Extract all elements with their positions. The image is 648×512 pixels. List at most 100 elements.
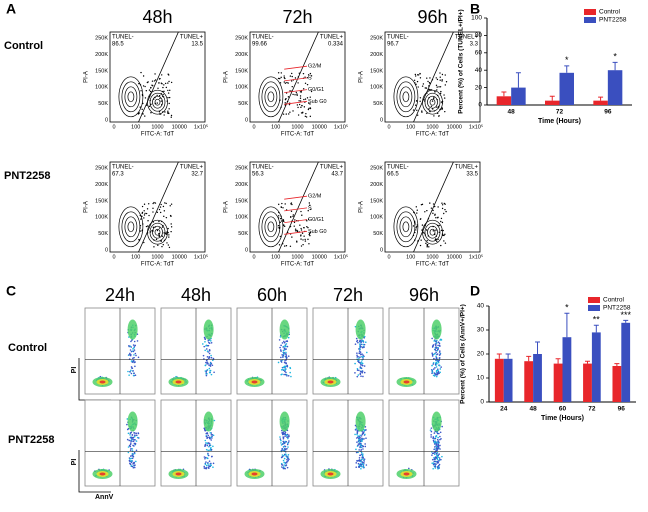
event xyxy=(360,468,362,470)
time-header: 24h xyxy=(105,285,135,305)
event xyxy=(131,367,133,369)
event xyxy=(286,245,287,246)
event xyxy=(153,239,154,240)
event xyxy=(288,337,290,339)
event xyxy=(443,230,444,231)
event xyxy=(207,361,209,363)
event xyxy=(280,218,281,219)
event xyxy=(127,439,129,441)
y-tick-label: 50K xyxy=(238,101,248,107)
event xyxy=(356,460,358,462)
event xyxy=(134,467,136,469)
event xyxy=(360,461,362,463)
event xyxy=(358,370,360,372)
y-tick-label: 250K xyxy=(235,35,248,41)
event xyxy=(421,111,422,112)
event xyxy=(290,217,291,218)
event xyxy=(206,468,208,470)
legend-label: PNT2258 xyxy=(599,17,627,24)
x-tick-label: 1000 xyxy=(291,254,303,260)
event xyxy=(435,341,437,343)
event xyxy=(440,366,442,368)
event xyxy=(284,360,286,362)
quadrant-value: 96.7 xyxy=(387,42,399,48)
event xyxy=(163,244,164,245)
event xyxy=(416,226,417,227)
event xyxy=(162,94,163,95)
event xyxy=(282,207,283,208)
event xyxy=(157,245,158,246)
bar xyxy=(621,323,630,402)
y-tick-label: 250K xyxy=(235,165,248,171)
event xyxy=(128,446,130,448)
event xyxy=(286,113,287,114)
event xyxy=(143,75,144,76)
event xyxy=(358,439,360,441)
event xyxy=(207,450,209,452)
event xyxy=(300,238,301,239)
event xyxy=(129,353,131,355)
event xyxy=(283,224,284,225)
event xyxy=(413,109,414,110)
y-tick-label: 100K xyxy=(95,85,108,91)
event xyxy=(362,356,364,358)
event xyxy=(436,342,438,344)
significance: ** xyxy=(593,315,601,325)
error-bar xyxy=(564,313,569,337)
event xyxy=(366,352,368,354)
event xyxy=(159,111,160,112)
x-tick-label: 24 xyxy=(500,406,508,413)
event xyxy=(156,239,157,240)
event xyxy=(150,231,151,232)
event xyxy=(434,442,436,444)
event xyxy=(360,375,362,377)
event xyxy=(130,465,132,467)
y-tick-label: 150K xyxy=(235,198,248,204)
event xyxy=(130,349,132,351)
significance: * xyxy=(565,55,569,65)
event xyxy=(436,450,438,452)
event xyxy=(132,458,134,460)
event xyxy=(144,115,145,116)
event xyxy=(207,340,209,342)
event xyxy=(287,341,289,343)
event xyxy=(414,82,415,83)
event xyxy=(356,434,358,436)
event xyxy=(288,440,290,442)
event xyxy=(205,370,207,372)
event xyxy=(359,340,361,342)
event xyxy=(435,352,437,354)
event xyxy=(363,431,365,433)
event xyxy=(161,100,162,101)
event xyxy=(437,345,439,347)
event xyxy=(436,371,438,373)
y-axis-label: PI-A xyxy=(84,201,90,213)
event xyxy=(434,367,436,369)
event xyxy=(427,81,428,82)
x-tick-label: 10000 xyxy=(172,124,187,130)
y-axis-label: Percent (%) of Cells (AnnV+/PI+) xyxy=(460,304,467,404)
event xyxy=(146,213,147,214)
event xyxy=(296,230,297,231)
event xyxy=(167,111,168,112)
event xyxy=(440,91,441,92)
event xyxy=(207,356,209,358)
quadrant-value: 67.3 xyxy=(112,172,124,178)
event xyxy=(363,464,365,466)
event xyxy=(434,234,435,235)
event xyxy=(436,358,438,360)
event xyxy=(133,357,135,359)
legend-label: Control xyxy=(599,9,621,16)
legend-swatch xyxy=(588,305,600,311)
event xyxy=(138,239,139,240)
event xyxy=(168,103,169,104)
event xyxy=(433,97,434,98)
event xyxy=(301,91,302,92)
event xyxy=(439,357,441,359)
event xyxy=(441,80,442,81)
event xyxy=(209,370,211,372)
event xyxy=(439,72,440,73)
event xyxy=(140,106,141,107)
event xyxy=(144,86,145,87)
event xyxy=(133,462,135,464)
